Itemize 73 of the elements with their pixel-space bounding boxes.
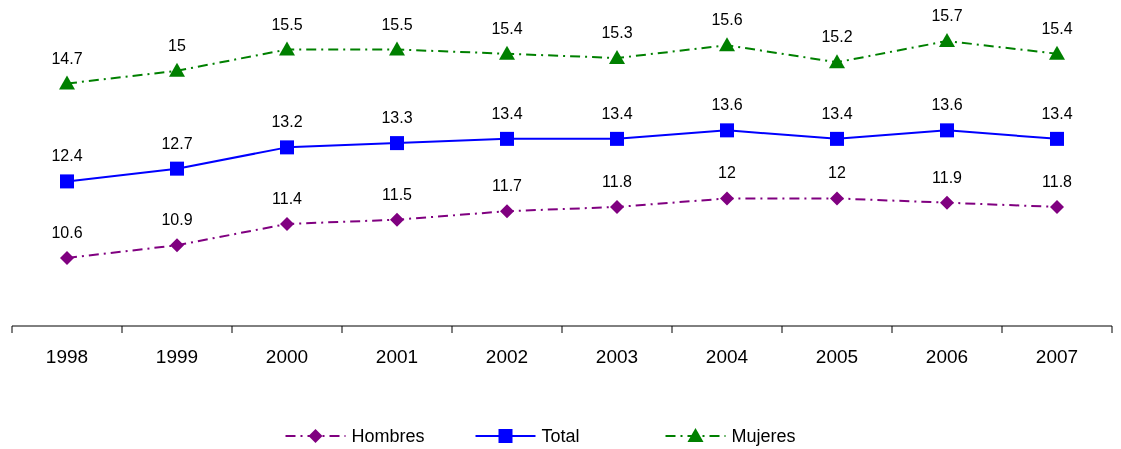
point <box>610 199 624 214</box>
point <box>60 251 74 265</box>
data-label: 11.9 <box>932 168 963 186</box>
x-tick-label: 2002 <box>485 346 529 367</box>
point <box>390 136 404 151</box>
point <box>1050 199 1064 214</box>
data-label: 12 <box>828 164 846 182</box>
point <box>719 37 735 52</box>
data-label: 11.7 <box>492 177 523 195</box>
point <box>829 54 845 69</box>
data-label: 15.5 <box>271 15 303 33</box>
x-tick-label: 2003 <box>595 346 639 367</box>
data-label: 15.4 <box>491 19 523 37</box>
data-label: 15 <box>168 36 186 54</box>
x-tick-label: 2001 <box>375 346 419 367</box>
legend-label: Total <box>541 426 580 446</box>
point <box>389 41 405 56</box>
point <box>500 204 514 219</box>
data-label: 13.4 <box>491 104 523 122</box>
point <box>279 41 295 56</box>
data-label: 10.6 <box>51 224 83 241</box>
data-label: 13.4 <box>821 104 853 122</box>
data-label: 11.8 <box>1042 172 1073 190</box>
data-label: 10.9 <box>161 211 193 229</box>
x-tick-label: 1998 <box>45 346 89 367</box>
data-label: 11.4 <box>272 189 303 207</box>
data-label: 13.6 <box>711 96 743 114</box>
x-tick-label: 2004 <box>705 346 749 367</box>
data-label: 11.5 <box>382 185 413 203</box>
point <box>609 50 625 65</box>
x-tick-label: 2006 <box>925 346 969 367</box>
point <box>60 174 74 189</box>
data-label: 13.6 <box>931 96 963 114</box>
point <box>720 123 734 138</box>
point <box>169 62 185 77</box>
point <box>830 191 844 206</box>
data-label: 15.2 <box>821 28 853 46</box>
data-label: 15.3 <box>601 24 633 42</box>
data-label: 15.6 <box>711 11 743 29</box>
point <box>610 131 624 146</box>
data-label: 14.7 <box>51 49 83 67</box>
point <box>939 33 955 47</box>
data-label: 13.4 <box>1041 104 1073 122</box>
point <box>1050 131 1064 146</box>
data-label: 11.8 <box>602 172 633 190</box>
point <box>170 238 184 253</box>
legend-label: Hombres <box>351 426 425 446</box>
point <box>1049 45 1065 60</box>
x-tick-label: 1999 <box>155 346 199 367</box>
point <box>390 212 404 227</box>
point <box>720 191 734 206</box>
data-label: 13.4 <box>601 104 633 122</box>
point <box>830 131 844 146</box>
point <box>500 131 514 146</box>
data-label: 13.3 <box>381 109 413 127</box>
data-label: 13.2 <box>271 113 303 131</box>
data-label: 15.4 <box>1041 19 1073 37</box>
x-tick-label: 2005 <box>815 346 859 367</box>
data-label: 15.5 <box>381 15 413 33</box>
point <box>280 140 294 155</box>
data-label: 12.7 <box>161 134 193 152</box>
point <box>59 75 75 90</box>
point <box>280 216 294 231</box>
data-label: 12.4 <box>51 147 83 165</box>
point <box>499 45 515 60</box>
point <box>940 123 954 138</box>
point <box>170 161 184 176</box>
x-tick-label: 2007 <box>1035 346 1079 367</box>
data-label: 12 <box>718 164 736 182</box>
point <box>940 195 954 210</box>
x-tick-label: 2000 <box>265 346 309 367</box>
data-label: 15.7 <box>931 7 963 24</box>
legend-label: Mujeres <box>731 426 796 446</box>
